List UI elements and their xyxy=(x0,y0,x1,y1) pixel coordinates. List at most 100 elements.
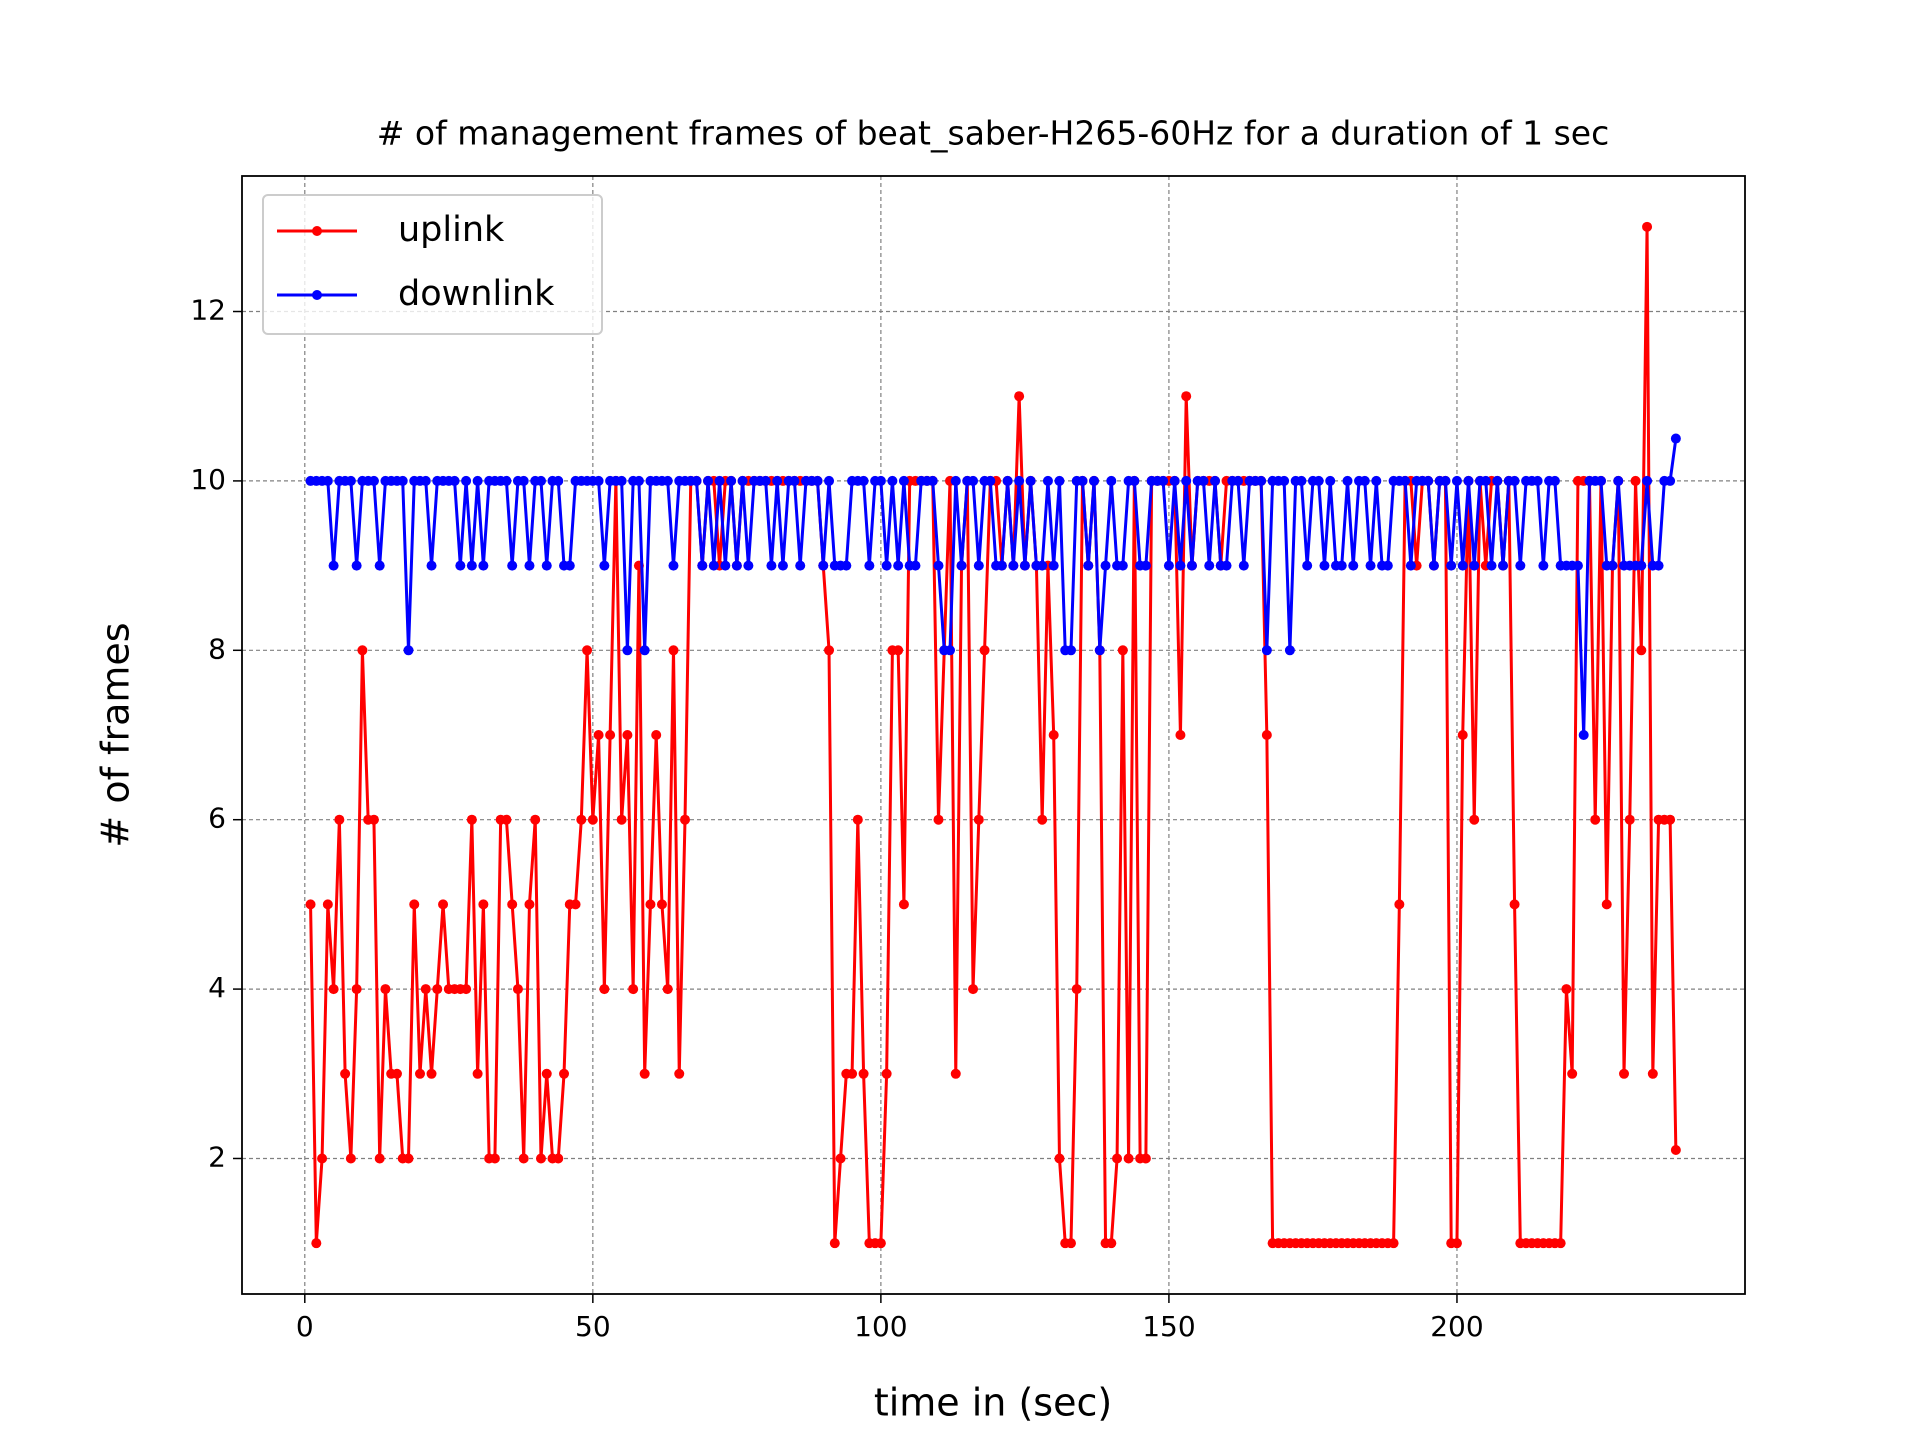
data-point xyxy=(731,560,742,571)
data-point xyxy=(1463,475,1474,486)
data-point xyxy=(535,475,546,486)
x-tick-label: 50 xyxy=(575,1310,611,1343)
data-point xyxy=(1492,475,1503,486)
x-tick-label: 100 xyxy=(854,1310,907,1343)
data-point xyxy=(472,1068,483,1079)
data-point xyxy=(415,1068,426,1079)
data-point xyxy=(472,475,483,486)
data-point xyxy=(1221,560,1232,571)
data-point xyxy=(795,560,806,571)
data-point xyxy=(737,475,748,486)
data-point xyxy=(1302,560,1313,571)
data-point xyxy=(530,814,541,825)
data-point xyxy=(1538,560,1549,571)
data-point xyxy=(1670,1145,1681,1156)
data-point xyxy=(1619,1068,1630,1079)
data-point xyxy=(898,475,909,486)
data-point xyxy=(322,475,333,486)
data-point xyxy=(478,560,489,571)
data-point xyxy=(559,1068,570,1079)
data-point xyxy=(881,560,892,571)
data-point xyxy=(449,475,460,486)
data-point xyxy=(1186,560,1197,571)
data-point xyxy=(1457,560,1468,571)
data-point xyxy=(478,899,489,910)
x-tick-label: 200 xyxy=(1430,1310,1483,1343)
data-point xyxy=(772,475,783,486)
data-point xyxy=(1233,475,1244,486)
data-point xyxy=(1025,475,1036,486)
data-point xyxy=(328,984,339,995)
data-point xyxy=(945,645,956,656)
data-point xyxy=(1112,1153,1123,1164)
data-point xyxy=(616,814,627,825)
data-point xyxy=(328,560,339,571)
series-line xyxy=(309,225,1678,1245)
legend: uplink downlink xyxy=(262,194,603,335)
data-point xyxy=(1567,1068,1578,1079)
legend-marker xyxy=(312,226,322,236)
data-point xyxy=(438,899,449,910)
data-point xyxy=(1440,475,1451,486)
data-point xyxy=(489,1153,500,1164)
data-point xyxy=(380,984,391,995)
y-tick-label: 2 xyxy=(208,1140,226,1173)
data-point xyxy=(766,560,777,571)
data-point xyxy=(973,560,984,571)
data-point xyxy=(1071,984,1082,995)
data-point xyxy=(645,899,656,910)
data-point xyxy=(432,984,443,995)
data-point xyxy=(1129,475,1140,486)
data-point xyxy=(1480,475,1491,486)
data-point xyxy=(1549,475,1560,486)
data-point xyxy=(818,560,829,571)
data-point xyxy=(1486,560,1497,571)
data-point xyxy=(760,475,771,486)
data-point xyxy=(322,899,333,910)
data-point xyxy=(668,560,679,571)
data-point xyxy=(743,560,754,571)
data-point xyxy=(1054,475,1065,486)
data-point xyxy=(1077,475,1088,486)
data-point xyxy=(1469,560,1480,571)
data-point xyxy=(910,560,921,571)
data-point xyxy=(1117,645,1128,656)
data-point xyxy=(1590,814,1601,825)
data-point xyxy=(858,475,869,486)
data-point xyxy=(1169,475,1180,486)
data-point xyxy=(1319,560,1330,571)
data-point xyxy=(697,560,708,571)
data-point xyxy=(893,645,904,656)
data-point xyxy=(1613,475,1624,486)
data-point xyxy=(680,814,691,825)
y-axis-label: # of frames xyxy=(94,622,138,847)
data-point xyxy=(345,1153,356,1164)
data-point xyxy=(305,899,316,910)
data-point xyxy=(622,730,633,740)
data-point xyxy=(1014,391,1025,402)
data-point xyxy=(1457,730,1468,740)
data-point xyxy=(397,475,408,486)
data-point xyxy=(1498,560,1509,571)
data-point xyxy=(1014,475,1025,486)
data-point xyxy=(576,814,587,825)
data-point xyxy=(1642,221,1653,232)
data-point xyxy=(1042,475,1053,486)
data-point xyxy=(651,730,662,740)
data-point xyxy=(357,645,368,656)
data-point xyxy=(553,1153,564,1164)
data-point xyxy=(570,899,581,910)
data-point xyxy=(420,984,431,995)
data-point xyxy=(524,560,535,571)
data-point xyxy=(334,814,345,825)
data-point xyxy=(1181,475,1192,486)
data-point xyxy=(656,899,667,910)
data-point xyxy=(1140,1153,1151,1164)
data-point xyxy=(1238,560,1249,571)
data-point xyxy=(1382,560,1393,571)
data-point xyxy=(1008,560,1019,571)
data-point xyxy=(1083,560,1094,571)
data-point xyxy=(639,1068,650,1079)
data-point xyxy=(881,1068,892,1079)
